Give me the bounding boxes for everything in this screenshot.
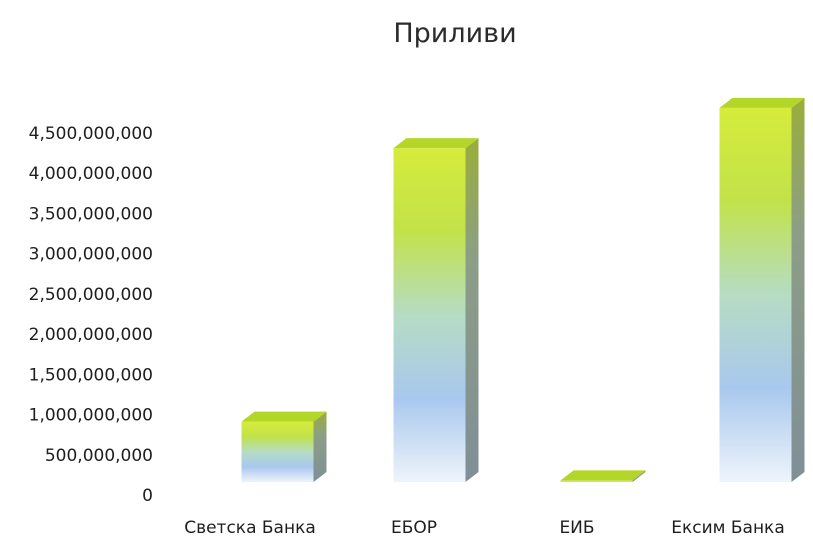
- y-tick-label: 3,500,000,000: [29, 204, 153, 224]
- y-tick-label: 2,000,000,000: [29, 325, 153, 345]
- bar-front: [241, 421, 314, 482]
- bar-4: [719, 97, 805, 482]
- bar-top: [241, 411, 327, 422]
- bar-3: [560, 470, 646, 482]
- bar-front: [393, 148, 466, 482]
- bar-front: [560, 480, 633, 482]
- bar-top: [393, 138, 479, 149]
- bar-side: [465, 138, 479, 482]
- bar-side: [632, 470, 646, 482]
- y-tick-label: 500,000,000: [45, 446, 153, 466]
- bar-1: [241, 411, 327, 482]
- y-tick-label: 1,500,000,000: [29, 365, 153, 385]
- y-tick-label: 4,000,000,000: [29, 164, 153, 184]
- y-axis: 0 500,000,000 1,000,000,000 1,500,000,000 2,…: [29, 124, 153, 506]
- chart-title: Приливи: [393, 18, 516, 49]
- bars: [241, 97, 805, 482]
- bar-side: [313, 411, 327, 482]
- x-category-label: Светска Банка: [184, 518, 316, 537]
- bar-side: [791, 97, 805, 482]
- bar-front: [719, 107, 792, 482]
- x-category-label: Ексим Банка: [671, 518, 785, 537]
- y-tick-label: 2,500,000,000: [29, 285, 153, 305]
- bar-2: [393, 138, 479, 482]
- y-tick-label: 1,000,000,000: [29, 406, 153, 426]
- y-tick-label: 0: [142, 486, 153, 506]
- y-tick-label: 3,000,000,000: [29, 245, 153, 265]
- x-category-label: ЕБОР: [391, 518, 437, 537]
- x-category-label: ЕИБ: [559, 518, 594, 537]
- x-axis: Светска Банка ЕБОР ЕИБ Ексим Банка: [184, 518, 785, 537]
- bar-top: [719, 97, 805, 108]
- bar-top: [560, 470, 646, 481]
- y-tick-label: 4,500,000,000: [29, 124, 153, 144]
